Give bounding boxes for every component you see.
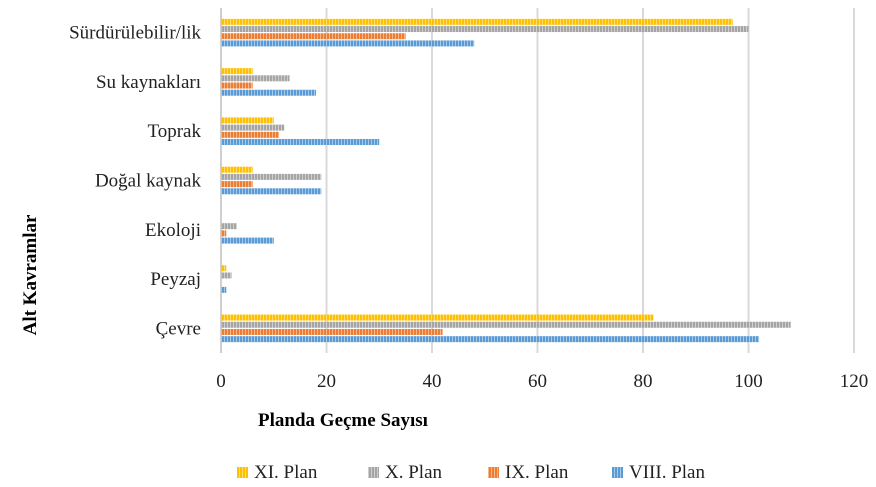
x-tick-label: 0 [216,371,226,392]
bar-xi-plan [221,18,733,25]
bar-ix-plan [221,131,280,138]
bar-xi-plan [221,117,274,124]
bar-ix-plan [221,230,227,237]
x-tick-label: 80 [634,371,653,392]
legend: XI. Plan X. Plan IX. Plan VIII. Plan [237,462,705,483]
bar-ix-plan [221,328,443,335]
bar-viii-plan [221,139,380,146]
x-tick-label: 20 [317,371,336,392]
gridlines [325,8,855,353]
category-label: Toprak [147,121,201,142]
x-tick-label: 40 [423,371,442,392]
category-label: Ekoloji [145,220,201,241]
bar-x-plan [221,173,322,180]
legend-swatch [237,467,248,478]
bars [221,18,791,343]
bar-x-plan [221,321,791,328]
x-tick-label: 100 [734,371,763,392]
bar-xi-plan [221,166,253,173]
legend-label: IX. Plan [505,462,569,483]
x-tick-label: 60 [528,371,547,392]
bar-viii-plan [221,40,475,47]
axes: 0 20 40 60 80 100 120 Çevre Peyzaj Ekoloji Doğal k… [69,8,868,392]
legend-swatch [368,467,379,478]
bar-x-plan [221,272,232,279]
category-label: Sürdürülebilir/lik [69,23,201,44]
bar-xi-plan [221,265,227,272]
legend-swatch [488,467,499,478]
legend-label: XI. Plan [254,462,318,483]
y-axis-title: Alt Kavramlar [20,214,41,335]
x-axis-title: Planda Geçme Sayısı [258,410,428,431]
bar-viii-plan [221,286,227,293]
legend-swatch [612,467,623,478]
bar-x-plan [221,223,237,230]
category-label: Peyzaj [150,269,201,290]
legend-label: X. Plan [385,462,443,483]
bar-viii-plan [221,336,760,343]
bar-ix-plan [221,181,253,188]
bar-viii-plan [221,237,274,244]
category-label: Çevre [156,318,201,339]
x-tick-label: 120 [840,371,869,392]
category-label: Doğal kaynak [95,171,202,192]
bar-viii-plan [221,188,322,195]
bar-x-plan [221,75,290,82]
bar-viii-plan [221,89,316,96]
bar-x-plan [221,26,749,33]
bar-ix-plan [221,33,406,40]
bar-xi-plan [221,68,253,75]
category-label: Su kaynakları [96,72,201,93]
bar-ix-plan [221,82,253,89]
bar-x-plan [221,124,285,131]
bar-xi-plan [221,314,654,321]
legend-label: VIII. Plan [629,462,705,483]
